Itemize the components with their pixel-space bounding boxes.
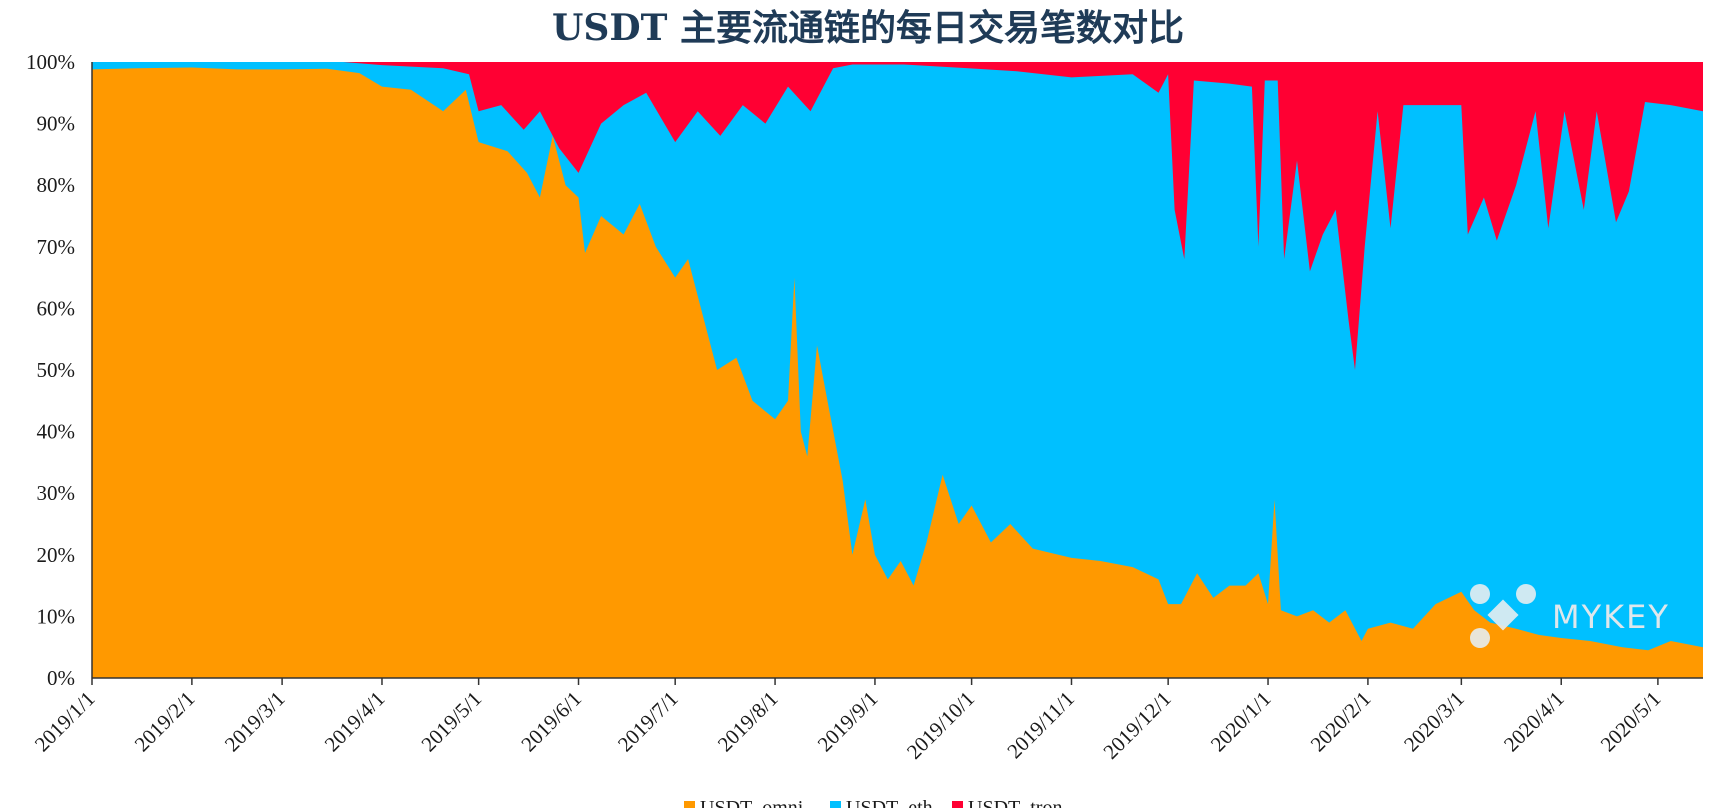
watermark-logo-dot [1470,584,1490,604]
x-tick-label: 2019/11/1 [1002,687,1079,764]
x-tick-label: 2019/12/1 [1098,687,1175,764]
x-tick-label: 2020/3/1 [1399,687,1469,757]
legend-item-usdt-tron: USDT_tron [952,797,1062,808]
x-tick-label: 2019/4/1 [320,687,390,757]
legend-item-usdt-eth: USDT_eth [830,797,933,808]
x-tick-label: 2020/4/1 [1499,687,1569,757]
legend-label: USDT_eth [846,797,933,808]
x-tick-label: 2020/1/1 [1206,687,1276,757]
watermark-logo-dot [1516,584,1536,604]
x-tick-label: 2019/1/1 [30,687,100,757]
y-tick-label: 90% [37,112,76,136]
y-tick-label: 60% [37,296,76,320]
watermark-text: MYKEY [1552,598,1670,636]
x-tick-label: 2019/3/1 [220,687,290,757]
x-tick-label: 2019/10/1 [902,687,979,764]
legend-label: USDT_tron [968,797,1062,808]
plot-area [92,62,1703,678]
legend-swatch [830,801,841,808]
watermark-logo-dot [1470,628,1490,648]
x-tick-label: 2020/5/1 [1596,687,1666,757]
x-tick-label: 2019/6/1 [516,687,586,757]
x-tick-label: 2019/5/1 [416,687,486,757]
y-tick-label: 70% [37,235,76,259]
legend-swatch [952,801,963,808]
legend-label: USDT_omni [700,797,804,808]
legend-swatch [684,801,695,808]
chart-title: USDT 主要流通链的每日交易笔数对比 [552,7,1184,49]
x-tick-label: 2019/8/1 [713,687,783,757]
legend-item-usdt-omni: USDT_omni [684,797,804,808]
y-tick-label: 50% [37,358,76,382]
y-tick-label: 0% [47,666,75,690]
area-series-usdt-omni [92,67,1703,678]
y-tick-label: 100% [26,50,75,74]
x-tick-label: 2019/7/1 [613,687,683,757]
x-tick-label: 2020/2/1 [1306,687,1376,757]
x-tick-label: 2019/9/1 [813,687,883,757]
y-tick-label: 80% [37,173,76,197]
y-tick-label: 30% [37,481,76,505]
y-tick-label: 40% [37,420,76,444]
y-tick-label: 10% [37,604,76,628]
y-tick-label: 20% [37,543,76,567]
x-tick-label: 2019/2/1 [130,687,200,757]
legend: USDT_omni USDT_eth USDT_tron [684,797,1062,808]
